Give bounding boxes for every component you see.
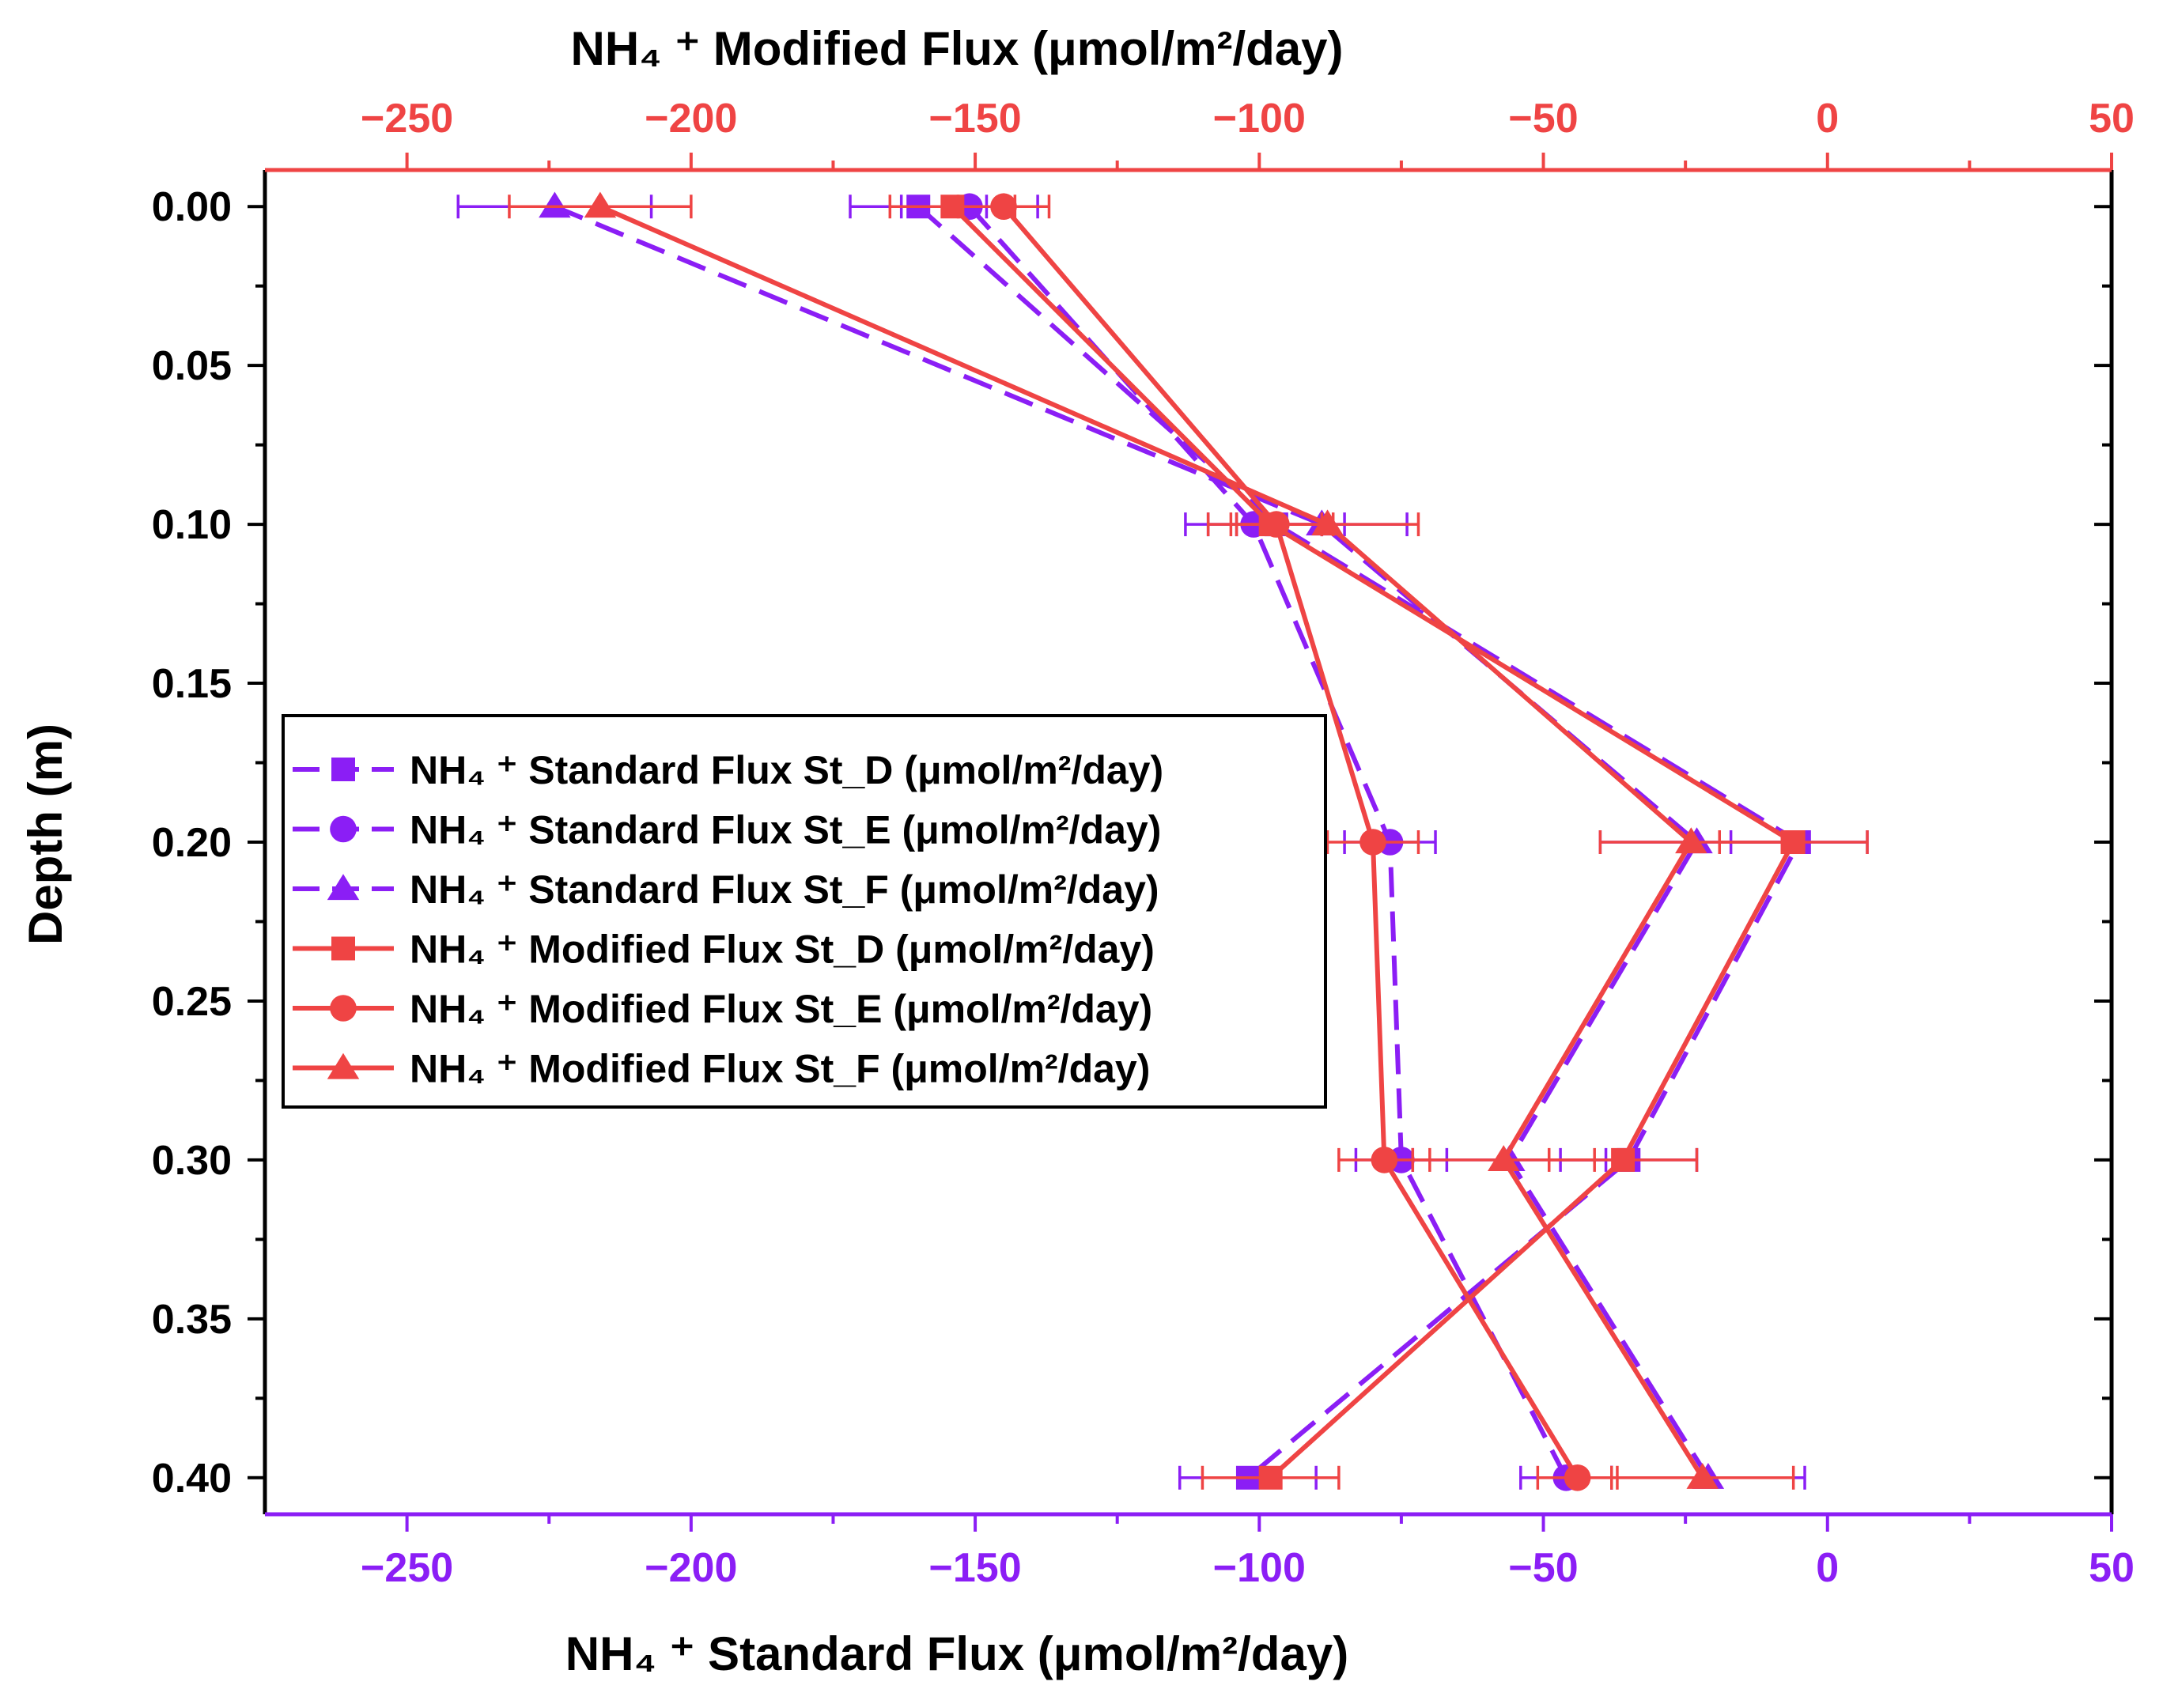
legend-marker [330, 815, 357, 843]
y-axis-title: Depth (m) [19, 724, 72, 945]
y-tick-label: 0.25 [152, 979, 232, 1025]
series-layer [456, 191, 1869, 1491]
data-point [1675, 827, 1707, 854]
bottom-tick-label: −250 [361, 1545, 453, 1591]
top-tick-label: 0 [1816, 96, 1839, 142]
y-tick-label: 0.15 [152, 661, 232, 707]
data-point [1487, 1145, 1520, 1171]
legend-marker [327, 874, 360, 901]
legend-label: NH₄ ⁺ Standard Flux St_D (μmol/m²/day) [410, 748, 1163, 792]
data-point [1686, 1463, 1719, 1489]
data-point [539, 191, 571, 218]
bottom-tick-label: −150 [929, 1545, 1022, 1591]
data-point [1611, 1147, 1635, 1172]
legend-label: NH₄ ⁺ Standard Flux St_F (μmol/m²/day) [410, 867, 1159, 912]
top-axis-title: NH₄ ⁺ Modified Flux (μmol/m²/day) [571, 22, 1344, 75]
legend-label: NH₄ ⁺ Standard Flux St_E (μmol/m²/day) [410, 808, 1161, 852]
legend: NH₄ ⁺ Standard Flux St_D (μmol/m²/day) NH… [282, 714, 1327, 1109]
axes: −250 −200 −150 −100 −50 0 50 −250 −200 −150 −100 −5… [152, 96, 2135, 1591]
data-point [1359, 829, 1386, 856]
bottom-tick-label: 50 [2089, 1545, 2135, 1591]
legend-item: NH₄ ⁺ Standard Flux St_F (μmol/m²/day) [293, 867, 1159, 912]
data-point [1311, 509, 1344, 536]
legend-marker [327, 1052, 360, 1079]
y-tick-label: 0.30 [152, 1138, 232, 1184]
bottom-tick-label: −200 [645, 1545, 737, 1591]
legend-item: NH₄ ⁺ Modified Flux St_D (μmol/m²/day) [293, 928, 1155, 972]
bottom-tick-label: −50 [1508, 1545, 1578, 1591]
y-tick-label: 0.00 [152, 184, 232, 230]
legend-label: NH₄ ⁺ Modified Flux St_E (μmol/m²/day) [410, 987, 1152, 1031]
top-tick-label: 50 [2089, 96, 2135, 142]
y-tick-label: 0.20 [152, 820, 232, 866]
data-point [584, 191, 617, 218]
data-point [1371, 1147, 1398, 1173]
data-point [1258, 1465, 1283, 1490]
bottom-tick-label: −100 [1213, 1545, 1306, 1591]
legend-item: NH₄ ⁺ Modified Flux St_E (μmol/m²/day) [293, 987, 1152, 1031]
legend-item: NH₄ ⁺ Standard Flux St_D (μmol/m²/day) [293, 748, 1163, 792]
legend-label: NH₄ ⁺ Modified Flux St_F (μmol/m²/day) [410, 1047, 1150, 1091]
data-point [1781, 830, 1806, 854]
series-line [554, 204, 1711, 1479]
legend-item: NH₄ ⁺ Standard Flux St_E (μmol/m²/day) [293, 808, 1161, 852]
y-tick-label: 0.35 [152, 1297, 232, 1343]
bottom-axis-title: NH₄ ⁺ Standard Flux (μmol/m²/day) [565, 1627, 1348, 1680]
series-5 [508, 191, 1795, 1490]
top-tick-label: −100 [1213, 96, 1306, 142]
top-tick-label: −150 [929, 96, 1022, 142]
y-tick-label: 0.10 [152, 502, 232, 548]
top-tick-label: −50 [1508, 96, 1578, 142]
bottom-tick-label: 0 [1816, 1545, 1839, 1591]
data-point [1564, 1464, 1591, 1491]
top-tick-label: −250 [361, 96, 453, 142]
y-tick-label: 0.05 [152, 343, 232, 389]
legend-item: NH₄ ⁺ Modified Flux St_F (μmol/m²/day) [293, 1047, 1150, 1091]
legend-marker [331, 758, 355, 781]
data-point [990, 193, 1017, 221]
legend-box [282, 714, 1327, 1109]
top-tick-label: −200 [645, 96, 737, 142]
legend-label: NH₄ ⁺ Modified Flux St_D (μmol/m²/day) [410, 928, 1155, 972]
legend-marker [330, 995, 357, 1022]
y-tick-label: 0.40 [152, 1456, 232, 1502]
legend-marker [331, 936, 355, 961]
